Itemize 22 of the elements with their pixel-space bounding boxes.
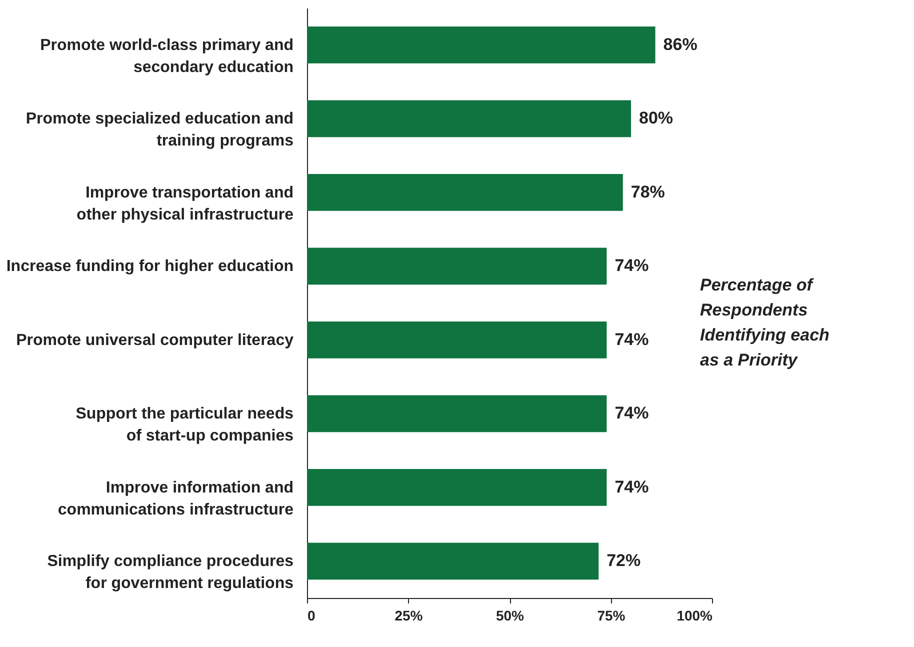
y-tick-label: Promote world-class primary and secondary education (40, 36, 294, 76)
x-tick-label: 0 (308, 608, 316, 624)
y-tick-label: Support the particular needs of start-up companies (76, 406, 294, 445)
y-tick-label: Promote universal computer literacy (16, 332, 294, 349)
x-tick-label: 100% (676, 608, 714, 624)
data-label: 74% (614, 330, 649, 349)
y-tick-label: Improve transportation and other physical infrastructure (76, 184, 294, 224)
y-tick-label: Simplify compliance procedures for government regulations (47, 553, 294, 592)
data-label: 72% (606, 551, 641, 570)
data-label: 74% (614, 477, 649, 496)
data-label: 74% (614, 256, 649, 276)
y-tick-label: Improve information and communications infrastructure (58, 479, 294, 518)
data-label: 74% (614, 404, 649, 423)
y-tick-label: Increase funding for higher education (6, 258, 294, 276)
x-tick-label: 50% (496, 608, 525, 624)
data-label: 78% (630, 182, 665, 202)
y-tick-label: Promote specialized education and training programs (26, 110, 294, 150)
x-tick-label: 75% (597, 608, 626, 624)
annotation: Percentage of Respondents Identifying each as a Priority (700, 275, 830, 370)
data-label: 86% (663, 34, 698, 54)
data-label: 80% (639, 108, 674, 128)
x-tick-label: 25% (394, 608, 424, 624)
